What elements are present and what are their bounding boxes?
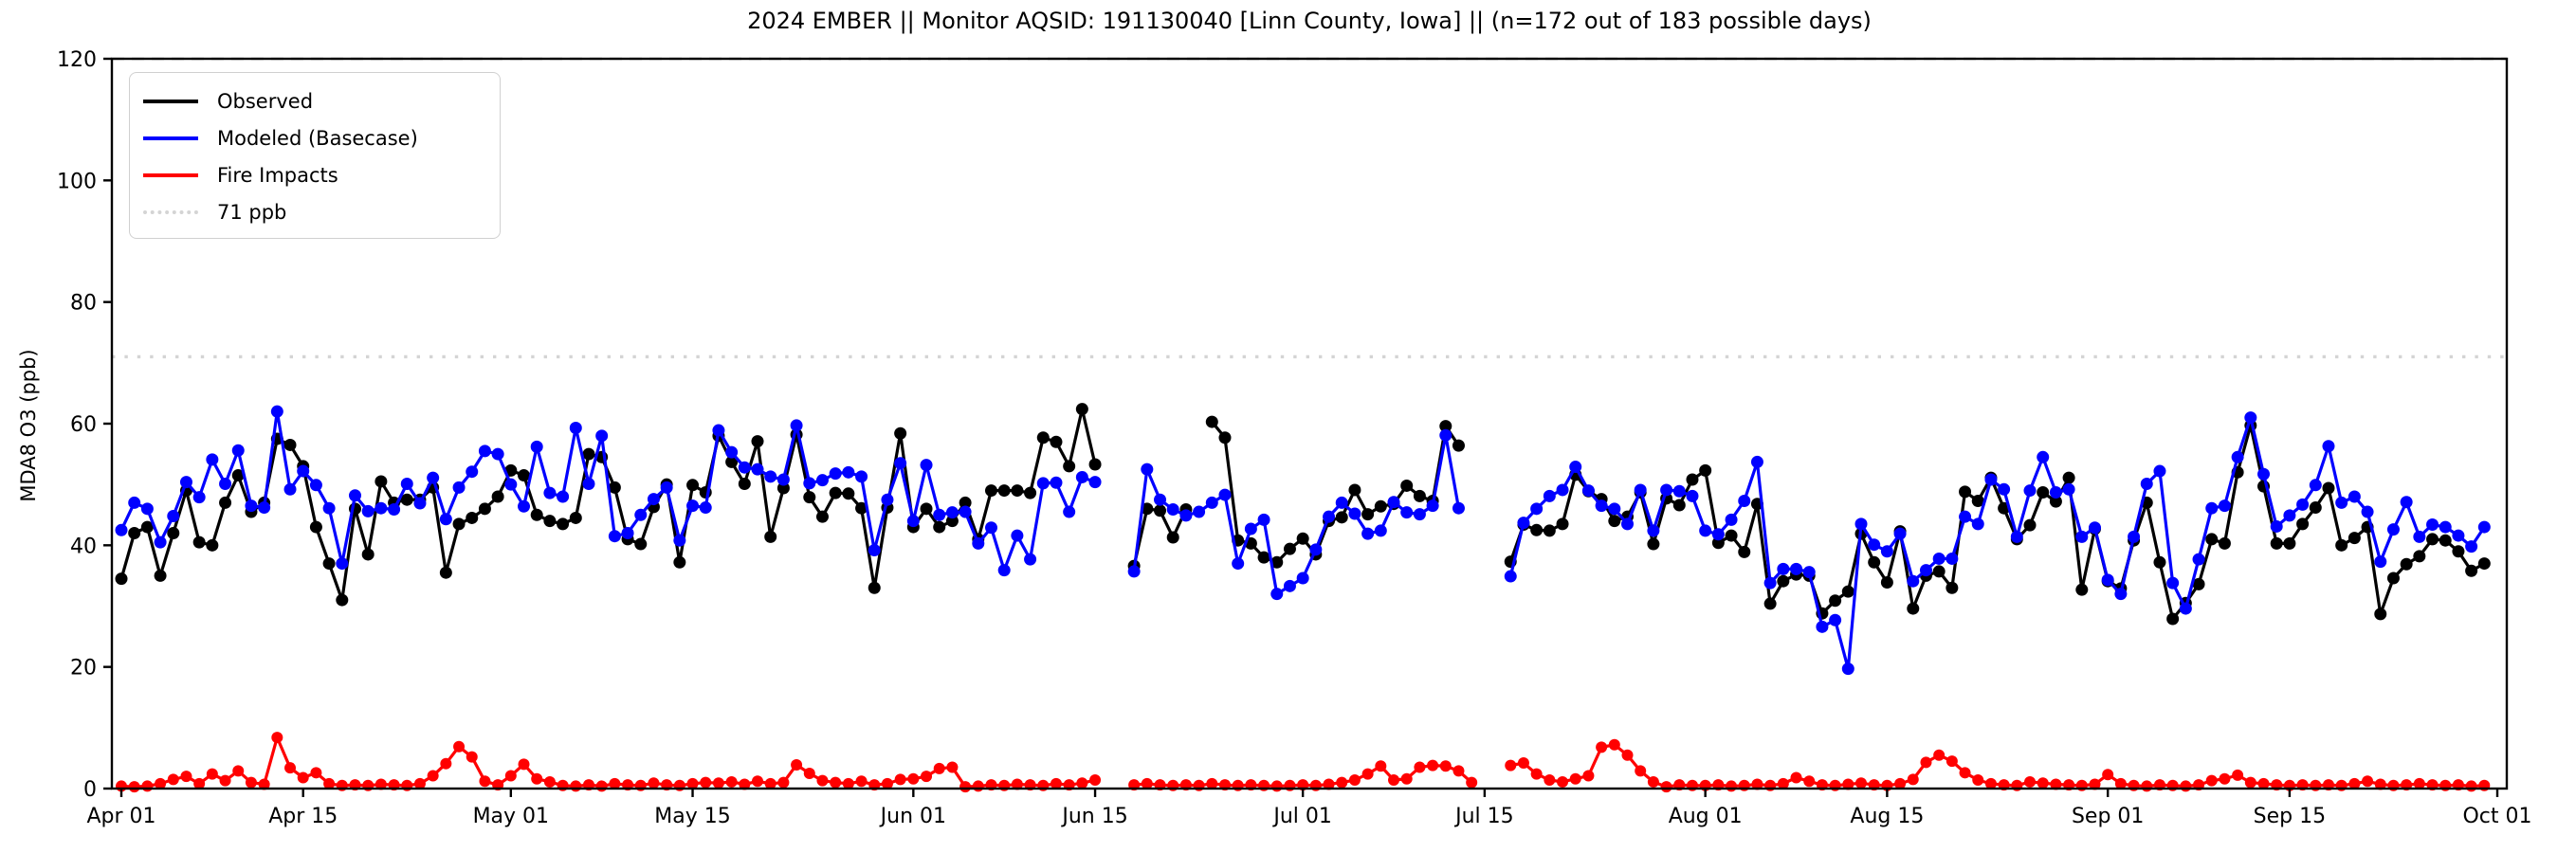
legend-item-fire-impacts: Fire Impacts <box>143 156 484 193</box>
x-tick-label: Oct 01 <box>2462 805 2531 828</box>
x-tick-label: Jul 15 <box>1453 805 1514 828</box>
legend-item-observed: Observed <box>143 82 484 119</box>
series-observed <box>115 403 2491 626</box>
series-fire-impacts <box>116 732 2491 793</box>
series-modeled-basecase- <box>115 405 2491 676</box>
x-tick-label: Apr 01 <box>86 805 155 828</box>
legend-item-modeled-basecase-: Modeled (Basecase) <box>143 119 484 156</box>
x-tick-label: May 15 <box>654 805 730 828</box>
x-tick-label: Apr 15 <box>268 805 338 828</box>
x-tick-label: Sep 01 <box>2072 805 2144 828</box>
y-tick-label: 20 <box>70 657 97 681</box>
y-tick-label: 60 <box>70 413 97 437</box>
legend: Observed Modeled (Basecase) Fire Impacts 71… <box>129 72 501 239</box>
legend-label: Modeled (Basecase) <box>217 126 418 150</box>
y-tick-label: 40 <box>70 535 97 558</box>
x-tick-label: Jun 15 <box>1060 805 1127 828</box>
legend-line-sample <box>143 99 198 103</box>
legend-label: Observed <box>217 89 314 113</box>
y-tick-label: 100 <box>57 170 97 193</box>
legend-item-71-ppb: 71 ppb <box>143 193 484 230</box>
legend-line-sample <box>143 172 198 177</box>
legend-line-sample <box>143 209 198 214</box>
legend-line-sample <box>143 136 198 140</box>
x-tick-label: Aug 01 <box>1669 805 1743 828</box>
y-axis: 0 20 40 60 80 100 120 <box>57 48 112 802</box>
y-tick-label: 80 <box>70 292 97 316</box>
x-tick-label: Jul 01 <box>1271 805 1332 828</box>
y-tick-label: 120 <box>57 48 97 72</box>
x-tick-label: Aug 15 <box>1850 805 1924 828</box>
legend-label: 71 ppb <box>217 200 287 224</box>
legend-label: Fire Impacts <box>217 163 338 187</box>
chart-title: 2024 EMBER || Monitor AQSID: 191130040 [… <box>747 8 1872 34</box>
x-tick-label: Sep 15 <box>2254 805 2326 828</box>
y-tick-label: 0 <box>83 778 97 802</box>
x-axis: Apr 01 Apr 15 May 01 May 15 Jun 01 Jun 15 Jul … <box>86 789 2532 828</box>
x-tick-label: May 01 <box>473 805 549 828</box>
x-tick-label: Jun 01 <box>879 805 946 828</box>
